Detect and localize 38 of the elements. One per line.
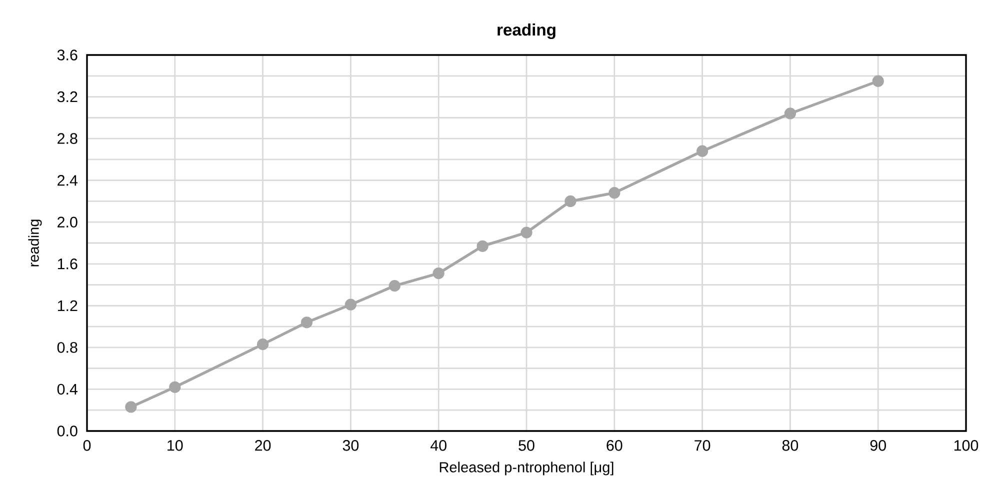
y-tick-label: 3.6	[57, 50, 78, 60]
x-tick-label: 10	[168, 440, 183, 451]
point	[564, 195, 576, 208]
point	[872, 75, 884, 87]
y-tick-label: 0.8	[57, 342, 78, 353]
point	[344, 298, 357, 310]
x-tick-label: 80	[782, 440, 798, 451]
point	[696, 145, 708, 157]
x-tick-label: 70	[694, 440, 710, 451]
y-tick-label: 2.0	[58, 216, 78, 228]
x-axis-title: Released p-ntrophenol [μg]	[440, 462, 614, 476]
point	[476, 240, 488, 252]
x-tick-label: 100	[954, 440, 978, 451]
point	[432, 267, 444, 280]
point	[784, 108, 796, 120]
y-tick-label: 0.4	[57, 384, 78, 395]
x-tick-label: 20	[255, 440, 271, 451]
x-tick-label: 40	[430, 440, 446, 451]
x-tick-label: 0	[83, 440, 91, 451]
y-axis-title: reading	[28, 220, 42, 266]
y-tick-label: 3.2	[57, 91, 78, 102]
x-tick-label: 30	[342, 440, 359, 451]
y-tick-label: 1.6	[58, 258, 78, 270]
y-tick-label: 2.8	[58, 133, 78, 144]
point	[608, 187, 620, 199]
point	[388, 280, 400, 292]
point	[520, 226, 532, 238]
x-tick-label: 60	[606, 440, 622, 451]
point	[300, 316, 313, 328]
x-tick-label: 90	[870, 440, 886, 451]
y-tick-label: 2.4	[58, 175, 78, 186]
point	[125, 401, 137, 413]
point	[169, 381, 181, 393]
chart-title: reading	[498, 24, 556, 40]
x-tick-label: 50	[518, 440, 534, 451]
y-tick-label: 1.2	[58, 300, 78, 311]
point	[256, 338, 269, 350]
y-tick-label: 0.0	[57, 426, 78, 436]
